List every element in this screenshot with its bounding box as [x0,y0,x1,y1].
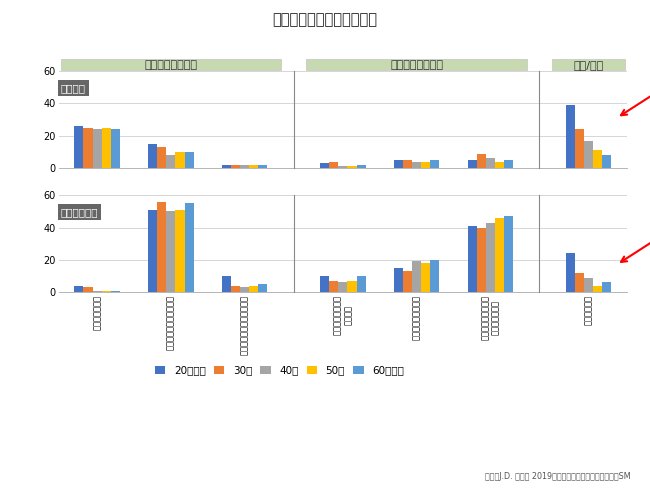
Bar [486,159,495,168]
Bar [421,162,430,168]
Bar [357,165,366,168]
Bar [403,271,412,292]
Bar [329,281,338,292]
Bar [185,203,194,292]
Bar [566,253,575,292]
Text: 代理店系: 代理店系 [60,83,86,93]
Text: 代理店の担当者: 代理店の担当者 [92,295,101,330]
Text: 保険会社のホームページ: 保険会社のホームページ [166,295,176,350]
Text: 一括見積りサイト／
保険比較サイト: 一括見積りサイト／ 保険比較サイト [480,295,500,340]
Bar [467,226,476,292]
Bar [329,162,338,168]
Bar [148,210,157,292]
Bar [157,202,166,292]
Bar [603,155,612,168]
Bar [101,128,111,168]
Bar [249,165,258,168]
Bar [394,160,403,168]
Text: ダイレクト系: ダイレクト系 [60,207,98,217]
Bar [412,261,421,292]
Bar [476,154,486,168]
Bar [92,129,101,168]
Text: 各種情報メディア: 各種情報メディア [390,59,443,70]
Bar [504,216,513,292]
Bar [222,276,231,292]
Bar [476,227,486,292]
Bar [403,160,412,168]
Bar [231,286,240,292]
Text: 保険会社・代理店: 保険会社・代理店 [144,59,198,70]
Bar [421,263,430,292]
Text: 家族／友人等: 家族／友人等 [584,295,593,325]
Bar [148,144,157,168]
Bar [495,218,504,292]
Bar [176,152,185,168]
Bar [575,129,584,168]
Bar [357,276,366,292]
Bar [74,126,83,168]
Bar [111,291,120,292]
Bar [593,150,603,168]
Bar [249,286,258,292]
Bar [166,155,176,168]
Text: 家族/友人: 家族/友人 [573,59,604,70]
Bar [101,291,111,292]
Bar [222,165,231,168]
Bar [348,166,357,168]
Bar [60,59,281,70]
Bar [176,210,185,292]
Bar [603,282,612,292]
Bar [584,140,593,168]
Text: 保険会社のコールセンター: 保険会社のコールセンター [240,295,249,355]
Bar [566,105,575,168]
Bar [430,260,439,292]
Bar [495,162,504,168]
Bar [83,287,92,292]
Bar [320,163,329,168]
Bar [320,276,329,292]
Bar [584,277,593,292]
Bar [306,59,527,70]
Legend: 20代以下, 30代, 40代, 50代, 60代以上: 20代以下, 30代, 40代, 50代, 60代以上 [155,365,404,375]
Bar [394,268,403,292]
Bar [231,165,240,168]
Bar [258,165,267,168]
Text: 契約検討の際の情報収集源: 契約検討の際の情報収集源 [272,12,378,27]
Bar [185,152,194,168]
Bar [467,160,476,168]
Bar [83,128,92,168]
Text: テレビ／ラジオ／
新聞など: テレビ／ラジオ／ 新聞など [333,295,352,335]
Bar [348,281,357,292]
Bar [575,273,584,292]
Bar [166,212,176,292]
Bar [240,287,249,292]
Text: インターネット広告: インターネット広告 [412,295,421,340]
Bar [552,59,625,70]
Bar [412,162,421,168]
Bar [430,160,439,168]
Text: 出典：J.D. パワー 2019年自動車保険契約者満足度調査SM: 出典：J.D. パワー 2019年自動車保険契約者満足度調査SM [485,472,630,481]
Bar [92,291,101,292]
Bar [111,129,120,168]
Bar [157,147,166,168]
Bar [504,160,513,168]
Bar [240,165,249,168]
Bar [338,282,348,292]
Bar [74,286,83,292]
Bar [593,286,603,292]
Bar [486,223,495,292]
Bar [258,284,267,292]
Bar [338,166,348,168]
